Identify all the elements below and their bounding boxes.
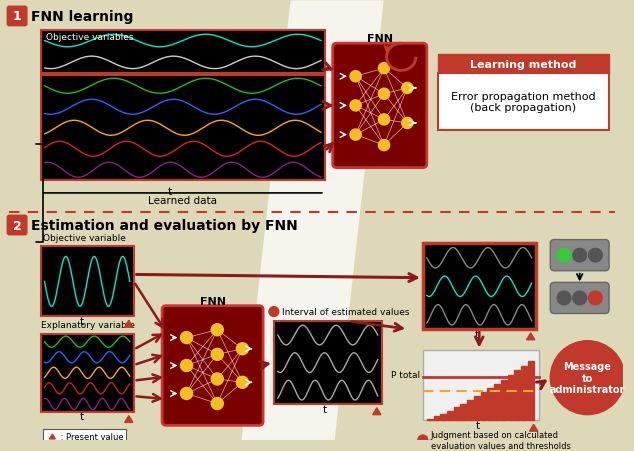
Bar bbox=[434, 417, 439, 420]
Bar bbox=[508, 375, 514, 420]
Text: FNN learning: FNN learning bbox=[31, 10, 133, 24]
Circle shape bbox=[211, 349, 223, 360]
Circle shape bbox=[378, 115, 390, 126]
Polygon shape bbox=[242, 1, 384, 440]
Circle shape bbox=[378, 89, 390, 100]
FancyBboxPatch shape bbox=[7, 7, 27, 27]
Polygon shape bbox=[529, 424, 538, 431]
Text: Learning method: Learning method bbox=[470, 60, 576, 69]
FancyBboxPatch shape bbox=[550, 283, 609, 314]
Circle shape bbox=[573, 291, 586, 305]
Circle shape bbox=[350, 101, 361, 112]
Text: 1: 1 bbox=[13, 10, 22, 23]
Circle shape bbox=[550, 341, 624, 415]
Text: P total: P total bbox=[391, 371, 420, 380]
Circle shape bbox=[211, 373, 223, 385]
Bar bbox=[437, 74, 609, 130]
Text: FNN: FNN bbox=[366, 34, 392, 44]
Circle shape bbox=[402, 83, 413, 94]
Circle shape bbox=[181, 387, 193, 400]
Text: FNN: FNN bbox=[200, 296, 226, 306]
Circle shape bbox=[418, 435, 428, 445]
Bar bbox=[447, 411, 453, 420]
Bar bbox=[488, 388, 493, 420]
Circle shape bbox=[378, 140, 390, 151]
Text: t: t bbox=[79, 412, 84, 422]
Text: Objective variable: Objective variable bbox=[42, 233, 126, 242]
Bar bbox=[41, 334, 134, 412]
Bar bbox=[423, 351, 538, 420]
Text: Message
to
administrator: Message to administrator bbox=[550, 361, 625, 395]
Bar bbox=[427, 419, 432, 420]
Circle shape bbox=[350, 72, 361, 83]
Text: t: t bbox=[474, 329, 479, 339]
Bar bbox=[494, 384, 500, 420]
Bar bbox=[42, 429, 126, 445]
Bar bbox=[460, 404, 466, 420]
Bar bbox=[274, 322, 382, 404]
Bar bbox=[521, 366, 527, 420]
Circle shape bbox=[350, 130, 361, 141]
FancyBboxPatch shape bbox=[162, 306, 263, 425]
Circle shape bbox=[211, 324, 223, 336]
Bar bbox=[481, 392, 486, 420]
Text: Estimation and evaluation by FNN: Estimation and evaluation by FNN bbox=[31, 219, 297, 233]
Circle shape bbox=[557, 249, 571, 262]
Bar bbox=[514, 371, 520, 420]
Circle shape bbox=[402, 118, 413, 129]
Circle shape bbox=[573, 249, 586, 262]
Bar bbox=[423, 244, 536, 329]
Text: 2: 2 bbox=[13, 219, 22, 232]
FancyBboxPatch shape bbox=[333, 44, 427, 168]
Text: t: t bbox=[168, 186, 172, 197]
Text: Learned data: Learned data bbox=[148, 195, 217, 205]
Bar bbox=[467, 400, 473, 420]
Bar bbox=[528, 361, 534, 420]
Text: Objective variables: Objective variables bbox=[46, 33, 134, 42]
Text: t: t bbox=[79, 317, 84, 327]
Circle shape bbox=[269, 307, 279, 317]
Polygon shape bbox=[125, 321, 133, 327]
Circle shape bbox=[557, 291, 571, 305]
Text: t: t bbox=[323, 404, 327, 414]
Text: Error propagation method
(back propagation): Error propagation method (back propagati… bbox=[451, 92, 596, 113]
Bar bbox=[501, 380, 507, 420]
Circle shape bbox=[236, 377, 249, 388]
Polygon shape bbox=[49, 434, 55, 439]
Circle shape bbox=[181, 360, 193, 372]
Text: Explanatory variable: Explanatory variable bbox=[41, 320, 134, 329]
Text: : Present value: : Present value bbox=[58, 433, 124, 442]
Bar bbox=[41, 76, 325, 181]
Bar bbox=[41, 247, 134, 317]
Bar bbox=[437, 55, 609, 74]
Polygon shape bbox=[527, 333, 535, 340]
Circle shape bbox=[236, 343, 249, 355]
FancyBboxPatch shape bbox=[7, 216, 27, 235]
Circle shape bbox=[378, 63, 390, 74]
Bar bbox=[423, 244, 536, 329]
Bar bbox=[474, 396, 480, 420]
Circle shape bbox=[588, 249, 602, 262]
Circle shape bbox=[211, 398, 223, 410]
Text: Judgment based on calculated
evaluation values and thresholds: Judgment based on calculated evaluation … bbox=[430, 430, 571, 450]
Bar bbox=[41, 31, 325, 74]
Circle shape bbox=[588, 291, 602, 305]
Text: Interval of estimated values: Interval of estimated values bbox=[281, 308, 409, 316]
Polygon shape bbox=[373, 408, 381, 415]
Circle shape bbox=[181, 332, 193, 344]
Text: t: t bbox=[476, 420, 480, 430]
FancyBboxPatch shape bbox=[550, 240, 609, 271]
Bar bbox=[454, 407, 460, 420]
Polygon shape bbox=[125, 416, 133, 423]
Bar bbox=[440, 414, 446, 420]
